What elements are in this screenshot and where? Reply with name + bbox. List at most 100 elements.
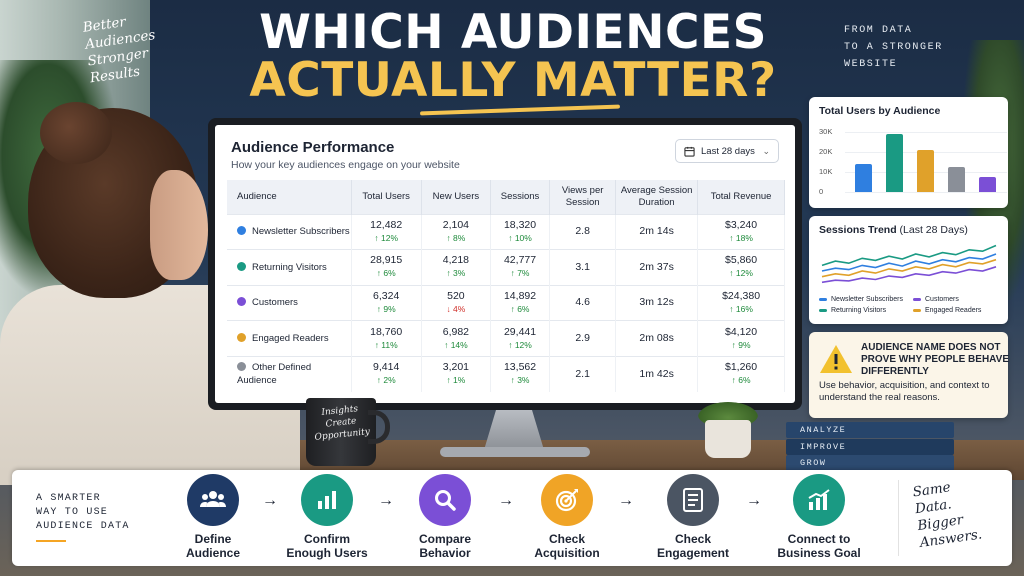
- metric-value: 29,441: [503, 325, 537, 338]
- audience-name: Customers: [252, 297, 298, 309]
- users-icon: [187, 474, 239, 526]
- column-header[interactable]: Average Session Duration: [615, 180, 699, 214]
- step-label-line: Engagement: [656, 546, 729, 560]
- column-header[interactable]: Audience: [227, 180, 352, 214]
- monitor: Audience Performance How your key audien…: [208, 118, 802, 410]
- views-per-session-cell: 4.6: [549, 284, 617, 321]
- legend-swatch: [819, 298, 827, 301]
- step-connect-business-goal[interactable]: Connect to Business Goal: [764, 474, 874, 560]
- metric-value: $5,860: [725, 254, 758, 267]
- bar[interactable]: [886, 134, 903, 192]
- step-label-line: Check: [548, 532, 586, 546]
- table-row[interactable]: Engaged Readers 18,760 ↑ 11% 6,982 ↑ 14% 29,4…: [227, 320, 785, 357]
- chevron-down-icon: ⌄: [762, 145, 770, 156]
- step-label-line: Behavior: [419, 546, 471, 560]
- metric-change: ↑ 11%: [374, 339, 398, 350]
- tagline-right-line: TO A STRONGER: [844, 42, 943, 53]
- metric-value: $24,380: [722, 289, 761, 302]
- new-users-cell: 520 ↓ 4%: [421, 284, 491, 321]
- series-line: [821, 258, 997, 278]
- table-header-row: Audience Total Users New Users Sessions …: [227, 180, 785, 214]
- column-header[interactable]: Sessions: [490, 180, 551, 214]
- metric-change: ↑ 1%: [446, 375, 466, 386]
- total-revenue-cell: $24,380 ↑ 16%: [697, 284, 785, 321]
- step-check-engagement[interactable]: Check Engagement: [638, 474, 748, 560]
- audience-cell: Customers: [227, 284, 352, 321]
- metric-value: 2.9: [575, 332, 590, 345]
- step-label-line: Check: [674, 532, 712, 546]
- audience-cell: Newsletter Subscribers: [227, 213, 352, 250]
- bar[interactable]: [979, 177, 996, 192]
- strip-lead-line-text: WAY TO USE: [36, 507, 109, 518]
- audience-color-dot: [237, 297, 246, 307]
- arrow-icon: →: [746, 492, 762, 509]
- audience-performance-panel: Audience Performance How your key audien…: [215, 125, 795, 403]
- date-range-dropdown[interactable]: Last 28 days ⌄: [675, 139, 779, 163]
- metric-value: 2m 37s: [639, 260, 674, 273]
- checklist-icon: [667, 474, 719, 526]
- column-header[interactable]: Views per Session: [549, 180, 617, 214]
- audience-table: Audience Total Users New Users Sessions …: [227, 180, 785, 392]
- panel-subtitle: How your key audiences engage on your we…: [231, 159, 460, 171]
- column-header[interactable]: Total Users: [351, 180, 422, 214]
- headline-line-1: WHICH AUDIENCES: [259, 5, 767, 60]
- step-confirm-enough-users[interactable]: Confirm Enough Users: [272, 474, 382, 560]
- bar[interactable]: [917, 150, 934, 192]
- metric-value: $4,120: [725, 325, 758, 338]
- mug-text: Insights Create Opportunity: [304, 401, 377, 444]
- sessions-trend-line-chart: [821, 244, 997, 284]
- metric-value: 1m 42s: [639, 367, 674, 380]
- headline-line-2: ACTUALLY MATTER?: [249, 53, 777, 108]
- legend-label: Customers: [925, 296, 959, 303]
- audience-cell: Other Defined Audience: [227, 355, 352, 392]
- bar-chart-icon: [301, 474, 353, 526]
- card-title-suffix: (Last 28 Days): [899, 224, 968, 236]
- metric-value: 14,892: [503, 289, 537, 302]
- book-analyze: ANALYZE: [786, 422, 954, 438]
- metric-value: 6,324: [373, 289, 400, 302]
- metric-value: 28,915: [370, 254, 403, 267]
- metric-change: ↑ 10%: [508, 232, 532, 243]
- total-users-cell: 9,414 ↑ 2%: [351, 355, 422, 392]
- step-label-line: Connect to: [787, 532, 851, 546]
- metric-change: ↑ 12%: [508, 339, 532, 350]
- table-row[interactable]: Customers 6,324 ↑ 9% 520 ↓ 4% 14,892 ↑ 6% 4.6 3m…: [227, 284, 785, 321]
- bar[interactable]: [855, 164, 872, 192]
- date-range-label: Last 28 days: [701, 145, 755, 157]
- table-row[interactable]: Other Defined Audience 9,414 ↑ 2% 3,201 ↑ 1%…: [227, 355, 785, 392]
- audience-color-dot: [237, 362, 246, 372]
- step-label: Check Engagement: [638, 532, 748, 560]
- series-line: [821, 253, 997, 272]
- card-title: Sessions Trend (Last 28 Days): [819, 224, 968, 236]
- arrow-icon: →: [498, 492, 514, 509]
- step-label-line: Confirm: [304, 532, 350, 546]
- legend-label: Engaged Readers: [925, 307, 982, 314]
- tagline-right: FROM DATA TO A STRONGER WEBSITE: [844, 22, 994, 73]
- metric-change: ↑ 6%: [731, 375, 751, 386]
- metric-value: 18,760: [370, 325, 403, 338]
- table-row[interactable]: Returning Visitors 28,915 ↑ 6% 4,218 ↑ 3% 42,…: [227, 249, 785, 286]
- new-users-cell: 4,218 ↑ 3%: [421, 249, 491, 286]
- step-define-audience[interactable]: Define Audience: [158, 474, 268, 560]
- metric-change: ↑ 3%: [446, 268, 466, 279]
- metric-change: ↑ 6%: [510, 303, 530, 314]
- total-users-cell: 6,324 ↑ 9%: [351, 284, 422, 321]
- audience-color-dot: [237, 226, 246, 236]
- legend-swatch: [913, 309, 921, 312]
- sessions-cell: 13,562 ↑ 3%: [490, 355, 551, 392]
- total-users-cell: 18,760 ↑ 11%: [351, 320, 422, 357]
- metric-value: 3.1: [575, 260, 590, 273]
- warning-card: AUDIENCE NAME DOES NOT PROVE WHY PEOPLE …: [809, 332, 1009, 418]
- total-users-bar-chart: 30K 20K 10K 0: [819, 125, 1007, 207]
- bar[interactable]: [948, 167, 965, 192]
- woman-face: [150, 170, 208, 280]
- column-header[interactable]: Total Revenue: [697, 180, 785, 214]
- metric-change: ↑ 16%: [729, 303, 753, 314]
- column-header[interactable]: New Users: [421, 180, 491, 214]
- step-compare-behavior[interactable]: Compare Behavior: [390, 474, 500, 560]
- step-check-acquisition[interactable]: Check Acquisition: [512, 474, 622, 560]
- views-per-session-cell: 2.9: [549, 320, 617, 357]
- sessions-cell: 42,777 ↑ 7%: [490, 249, 551, 286]
- audience-cell: Returning Visitors: [227, 249, 352, 286]
- table-row[interactable]: Newsletter Subscribers 12,482 ↑ 12% 2,104 ↑ …: [227, 213, 785, 250]
